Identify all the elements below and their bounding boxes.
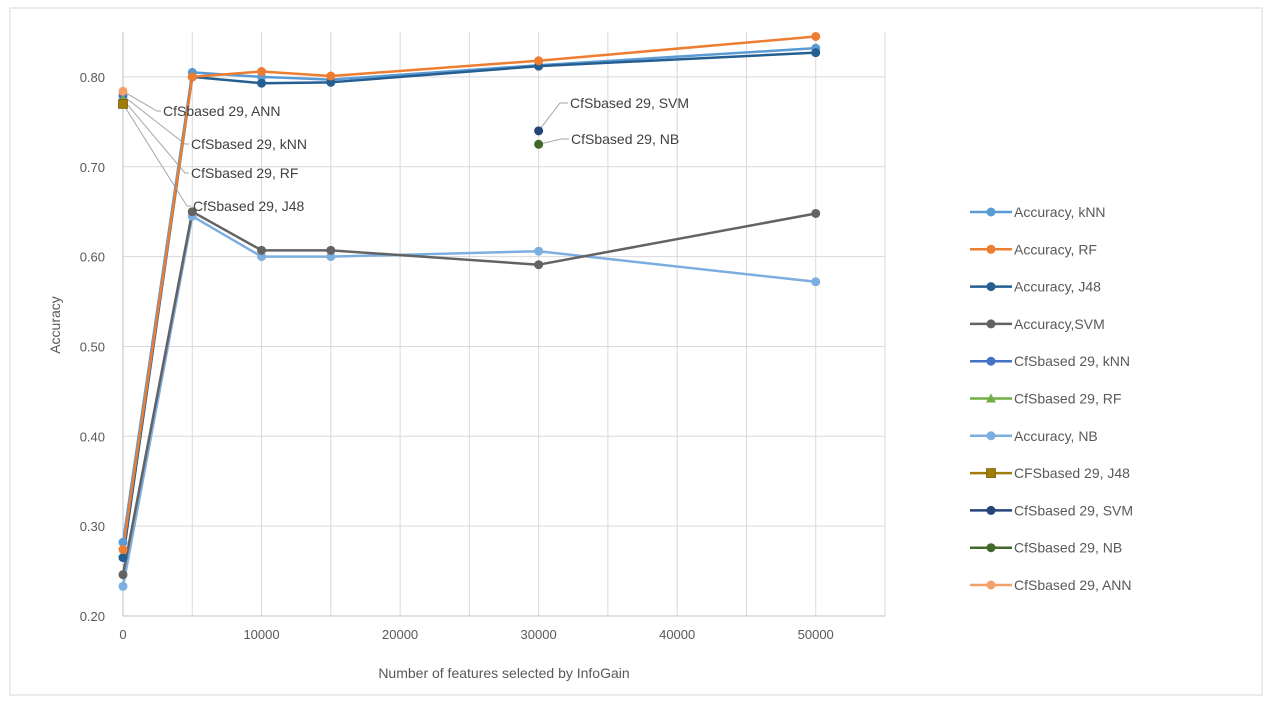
legend-label: Accuracy,SVM — [1014, 316, 1105, 332]
annotation-label: CfSbased 29, SVM — [570, 95, 689, 111]
data-point — [811, 209, 820, 218]
data-point — [534, 260, 543, 269]
y-axis-title: Accuracy — [47, 296, 63, 354]
legend-marker — [987, 208, 996, 217]
data-point — [811, 48, 820, 57]
y-tick-label: 0.80 — [80, 70, 105, 85]
data-point — [326, 72, 335, 81]
legend-marker — [987, 319, 996, 328]
legend-marker — [987, 506, 996, 515]
annotation-label: CfSbased 29, ANN — [163, 103, 281, 119]
x-axis-title: Number of features selected by InfoGain — [378, 665, 629, 681]
data-point — [257, 67, 266, 76]
x-tick-label: 0 — [119, 627, 126, 642]
y-tick-label: 0.60 — [80, 250, 105, 265]
y-tick-label: 0.20 — [80, 609, 105, 624]
data-point — [119, 570, 128, 579]
x-tick-label: 50000 — [798, 627, 834, 642]
legend-marker — [987, 431, 996, 440]
x-tick-label: 10000 — [243, 627, 279, 642]
legend-marker — [987, 581, 996, 590]
legend-marker — [987, 245, 996, 254]
data-point — [119, 582, 128, 591]
legend-label: CfSbased 29, ANN — [1014, 577, 1132, 593]
data-point — [534, 140, 543, 149]
y-tick-label: 0.30 — [80, 519, 105, 534]
data-point — [326, 246, 335, 255]
y-tick-label: 0.50 — [80, 339, 105, 354]
x-tick-label: 40000 — [659, 627, 695, 642]
legend-marker — [987, 282, 996, 291]
data-point — [811, 32, 820, 41]
data-point — [534, 56, 543, 65]
data-point — [257, 79, 266, 88]
data-point — [119, 87, 128, 96]
data-point — [119, 545, 128, 554]
data-point — [119, 99, 128, 108]
legend-label: Accuracy, kNN — [1014, 204, 1106, 220]
annotation-label: CfSbased 29, J48 — [193, 198, 305, 214]
legend-marker — [987, 357, 996, 366]
legend-label: CfSbased 29, NB — [1014, 540, 1122, 556]
legend-marker — [987, 543, 996, 552]
data-point — [119, 553, 128, 562]
y-tick-label: 0.70 — [80, 160, 105, 175]
annotation-label: CfSbased 29, RF — [191, 165, 298, 181]
legend-label: CfSbased 29, RF — [1014, 391, 1121, 407]
x-tick-label: 20000 — [382, 627, 418, 642]
legend-label: CfSbased 29, kNN — [1014, 353, 1130, 369]
data-point — [257, 246, 266, 255]
legend-label: Accuracy, NB — [1014, 428, 1098, 444]
legend-label: CFSbased 29, J48 — [1014, 465, 1130, 481]
data-point — [534, 247, 543, 256]
x-tick-label: 30000 — [521, 627, 557, 642]
legend-label: Accuracy, J48 — [1014, 279, 1101, 295]
legend-marker — [987, 469, 996, 478]
data-point — [811, 277, 820, 286]
y-tick-label: 0.40 — [80, 429, 105, 444]
data-point — [534, 126, 543, 135]
legend-label: Accuracy, RF — [1014, 241, 1097, 257]
annotation-label: CfSbased 29, kNN — [191, 136, 307, 152]
legend-label: CfSbased 29, SVM — [1014, 502, 1133, 518]
annotation-label: CfSbased 29, NB — [571, 131, 679, 147]
data-point — [188, 72, 197, 81]
